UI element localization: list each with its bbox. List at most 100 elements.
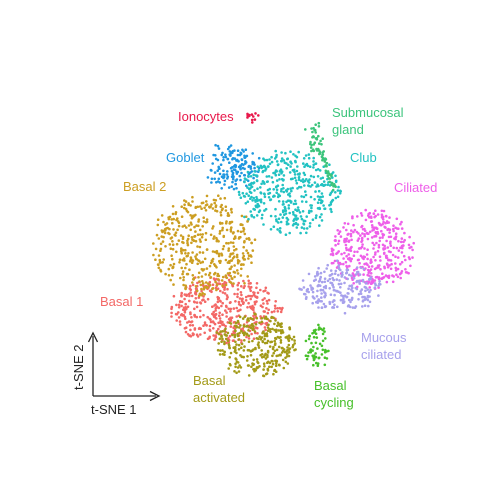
point bbox=[175, 250, 178, 254]
point bbox=[234, 324, 237, 328]
point bbox=[323, 280, 327, 284]
point bbox=[189, 288, 193, 292]
point bbox=[200, 267, 204, 271]
point bbox=[238, 315, 242, 319]
point bbox=[310, 127, 313, 130]
point bbox=[200, 287, 203, 291]
point bbox=[331, 171, 335, 174]
point bbox=[243, 241, 246, 244]
point bbox=[368, 230, 372, 234]
point bbox=[257, 156, 261, 160]
point bbox=[184, 252, 187, 255]
point bbox=[320, 306, 324, 309]
point bbox=[398, 272, 402, 276]
point bbox=[211, 257, 215, 261]
point bbox=[328, 180, 332, 184]
point bbox=[226, 147, 230, 151]
point bbox=[364, 289, 367, 293]
point bbox=[313, 181, 317, 184]
point bbox=[227, 343, 231, 346]
point bbox=[252, 207, 255, 211]
point bbox=[318, 342, 322, 346]
point bbox=[372, 212, 376, 215]
point bbox=[242, 254, 246, 258]
point bbox=[360, 240, 363, 244]
point bbox=[219, 289, 222, 293]
point bbox=[203, 300, 207, 304]
point bbox=[259, 198, 263, 201]
point bbox=[213, 171, 217, 174]
point bbox=[212, 237, 215, 240]
point bbox=[162, 258, 165, 261]
point bbox=[279, 329, 283, 333]
point bbox=[363, 229, 367, 233]
point bbox=[294, 202, 298, 205]
point bbox=[385, 239, 388, 243]
cluster-club bbox=[237, 149, 343, 236]
point bbox=[312, 345, 315, 349]
point bbox=[260, 182, 263, 186]
point bbox=[320, 213, 323, 216]
cluster-submucosal-gland-tail bbox=[317, 149, 337, 192]
point bbox=[211, 320, 215, 323]
point bbox=[193, 315, 197, 318]
point bbox=[275, 328, 278, 332]
point bbox=[228, 153, 231, 156]
point bbox=[269, 214, 273, 218]
point bbox=[274, 364, 278, 368]
point bbox=[211, 305, 214, 309]
point bbox=[240, 342, 244, 346]
point bbox=[315, 336, 319, 339]
cluster-goblet bbox=[206, 143, 263, 191]
point bbox=[251, 152, 254, 155]
point bbox=[252, 196, 256, 200]
point bbox=[248, 187, 251, 191]
point bbox=[236, 366, 240, 369]
point bbox=[257, 114, 260, 117]
point bbox=[376, 249, 380, 253]
point bbox=[218, 299, 222, 303]
point bbox=[213, 272, 216, 276]
point bbox=[256, 332, 259, 335]
point bbox=[378, 279, 381, 283]
point bbox=[205, 203, 209, 206]
point bbox=[324, 164, 327, 168]
point bbox=[307, 337, 311, 341]
point bbox=[323, 183, 327, 187]
label-mucous-ciliated-line1: Mucous bbox=[361, 330, 407, 345]
point bbox=[265, 175, 269, 178]
point bbox=[300, 226, 304, 229]
point bbox=[193, 225, 196, 229]
point bbox=[237, 303, 241, 306]
point bbox=[165, 222, 169, 225]
point bbox=[312, 166, 315, 169]
point bbox=[276, 324, 279, 328]
point bbox=[221, 337, 224, 341]
point bbox=[328, 277, 332, 281]
point bbox=[403, 238, 407, 242]
point bbox=[217, 252, 221, 256]
point bbox=[312, 358, 316, 362]
point bbox=[385, 256, 388, 259]
point bbox=[366, 294, 370, 298]
point bbox=[282, 187, 285, 190]
point bbox=[240, 339, 243, 342]
point bbox=[250, 332, 253, 336]
point bbox=[263, 365, 266, 368]
point bbox=[313, 129, 317, 132]
point bbox=[394, 255, 397, 258]
point bbox=[387, 250, 391, 253]
point bbox=[370, 265, 374, 268]
point bbox=[287, 204, 291, 207]
point bbox=[361, 228, 365, 231]
point bbox=[330, 249, 334, 253]
point bbox=[356, 239, 360, 242]
point bbox=[208, 206, 211, 209]
point bbox=[193, 328, 197, 331]
point bbox=[247, 294, 250, 298]
point bbox=[244, 299, 248, 302]
point bbox=[238, 364, 241, 367]
point bbox=[322, 302, 326, 306]
point bbox=[243, 174, 247, 177]
point bbox=[409, 264, 412, 268]
